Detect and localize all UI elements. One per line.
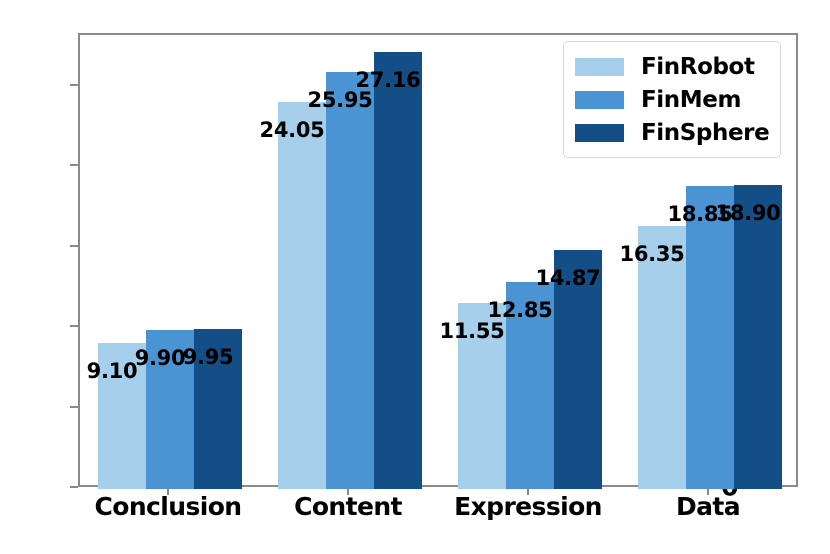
x-tick-mark (167, 487, 169, 495)
x-tick-label-data: Data (675, 492, 741, 521)
bar-expression-finrobot (457, 303, 506, 489)
bar-value-label: 16.35 (619, 242, 685, 267)
legend-swatch-icon (575, 123, 624, 142)
bar-value-label: 25.95 (307, 87, 373, 112)
plot-area (78, 33, 798, 489)
x-tick-mark (707, 487, 709, 495)
bar-data-finsphere (734, 185, 782, 489)
y-tick-mark (70, 405, 78, 408)
y-tick-mark (70, 325, 78, 328)
legend-item-finrobot: FinRobot (575, 50, 769, 83)
bar-conclusion-finmem (145, 329, 194, 489)
legend-item-finmem: FinMem (575, 83, 769, 116)
x-tick-mark (347, 487, 349, 495)
bar-data-finmem (685, 185, 734, 489)
x-tick-label-conclusion: Conclusion (94, 492, 243, 521)
bar-conclusion-finsphere (194, 328, 242, 489)
legend-label: FinSphere (641, 119, 770, 146)
bar-value-label: 12.85 (487, 298, 553, 323)
bar-content-finrobot (277, 102, 326, 489)
bar-expression-finsphere (554, 249, 602, 489)
legend-label: FinRobot (641, 53, 755, 80)
bar-value-label: 18.85 (667, 201, 733, 226)
x-tick-label-expression: Expression (454, 492, 602, 521)
bar-value-label: 9.95 (182, 344, 234, 369)
bar-expression-finmem (505, 282, 554, 489)
y-tick-mark (70, 486, 78, 488)
bar-value-label: 24.05 (259, 118, 325, 143)
bar-content-finmem (325, 71, 374, 489)
legend: FinRobot FinMem FinSphere (563, 41, 782, 158)
bar-value-label: 9.90 (134, 345, 186, 370)
bar-value-label: 14.87 (535, 265, 601, 290)
x-tick-mark (527, 487, 529, 495)
bar-conclusion-finrobot (97, 342, 146, 489)
bars-layer (80, 35, 796, 489)
bar-value-label: 9.10 (86, 358, 138, 383)
y-tick-mark (70, 164, 78, 167)
x-tick-label-content: Content (294, 492, 402, 521)
legend-swatch-icon (575, 90, 624, 109)
bar-value-label: 18.90 (715, 201, 781, 226)
y-tick-mark (70, 244, 78, 247)
bar-content-finsphere (374, 52, 422, 489)
bar-data-finrobot (637, 226, 686, 489)
legend-label: FinMem (641, 86, 742, 113)
legend-swatch-icon (575, 57, 624, 76)
bar-value-label: 27.16 (355, 68, 421, 93)
bar-value-label: 11.55 (439, 319, 505, 344)
legend-item-finsphere: FinSphere (575, 116, 770, 149)
y-tick-mark (70, 83, 78, 86)
